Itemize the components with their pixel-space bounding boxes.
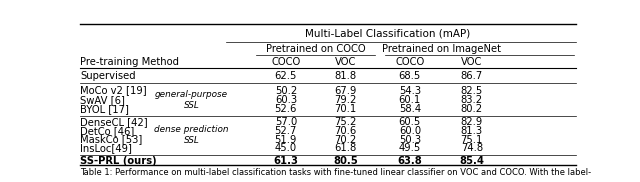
Text: Multi-Label Classification (mAP): Multi-Label Classification (mAP) <box>305 29 470 39</box>
Text: Supervised: Supervised <box>80 71 136 81</box>
Text: 81.8: 81.8 <box>334 71 356 81</box>
Text: 63.8: 63.8 <box>397 156 422 166</box>
Text: 60.5: 60.5 <box>399 117 421 127</box>
Text: MoCo v2 [19]: MoCo v2 [19] <box>80 86 147 96</box>
Text: SSL: SSL <box>184 101 200 110</box>
Text: 83.2: 83.2 <box>461 95 483 105</box>
Text: 68.5: 68.5 <box>399 71 421 81</box>
Text: 70.1: 70.1 <box>334 104 356 114</box>
Text: 82.5: 82.5 <box>461 86 483 96</box>
Text: 80.2: 80.2 <box>461 104 483 114</box>
Text: Pretrained on COCO: Pretrained on COCO <box>266 44 365 54</box>
Text: 54.3: 54.3 <box>399 86 421 96</box>
Text: 81.3: 81.3 <box>461 126 483 136</box>
Text: dense prediction: dense prediction <box>154 125 229 134</box>
Text: Pretrained on ImageNet: Pretrained on ImageNet <box>381 44 500 54</box>
Text: 52.7: 52.7 <box>275 126 297 136</box>
Text: Table 1: Performance on multi-label classification tasks with fine-tuned linear : Table 1: Performance on multi-label clas… <box>80 168 591 177</box>
Text: Pre-training Method: Pre-training Method <box>80 57 179 67</box>
Text: 45.0: 45.0 <box>275 143 297 153</box>
Text: 62.5: 62.5 <box>275 71 297 81</box>
Text: 75.2: 75.2 <box>334 117 356 127</box>
Text: 86.7: 86.7 <box>461 71 483 81</box>
Text: SSL: SSL <box>184 136 200 145</box>
Text: general-purpose: general-purpose <box>155 90 228 99</box>
Text: 60.3: 60.3 <box>275 95 297 105</box>
Text: 79.2: 79.2 <box>334 95 356 105</box>
Text: 70.6: 70.6 <box>334 126 356 136</box>
Text: 57.0: 57.0 <box>275 117 297 127</box>
Text: 67.9: 67.9 <box>334 86 356 96</box>
Text: 74.8: 74.8 <box>461 143 483 153</box>
Text: VOC: VOC <box>461 57 483 67</box>
Text: 75.1: 75.1 <box>461 134 483 145</box>
Text: 50.2: 50.2 <box>275 86 297 96</box>
Text: 60.1: 60.1 <box>399 95 421 105</box>
Text: 52.6: 52.6 <box>275 104 297 114</box>
Text: 61.8: 61.8 <box>334 143 356 153</box>
Text: COCO: COCO <box>271 57 300 67</box>
Text: 70.2: 70.2 <box>334 134 356 145</box>
Text: 61.3: 61.3 <box>273 156 298 166</box>
Text: 51.9: 51.9 <box>275 134 297 145</box>
Text: DetCo [46]: DetCo [46] <box>80 126 134 136</box>
Text: 85.4: 85.4 <box>460 156 484 166</box>
Text: MaskCo [53]: MaskCo [53] <box>80 134 142 145</box>
Text: VOC: VOC <box>335 57 356 67</box>
Text: 50.3: 50.3 <box>399 134 421 145</box>
Text: COCO: COCO <box>396 57 424 67</box>
Text: 60.0: 60.0 <box>399 126 421 136</box>
Text: DenseCL [42]: DenseCL [42] <box>80 117 148 127</box>
Text: 49.5: 49.5 <box>399 143 421 153</box>
Text: SS-PRL (ours): SS-PRL (ours) <box>80 156 157 166</box>
Text: 82.9: 82.9 <box>461 117 483 127</box>
Text: BYOL [17]: BYOL [17] <box>80 104 129 114</box>
Text: 58.4: 58.4 <box>399 104 421 114</box>
Text: 80.5: 80.5 <box>333 156 358 166</box>
Text: InsLoc[49]: InsLoc[49] <box>80 143 132 153</box>
Text: SwAV [6]: SwAV [6] <box>80 95 125 105</box>
